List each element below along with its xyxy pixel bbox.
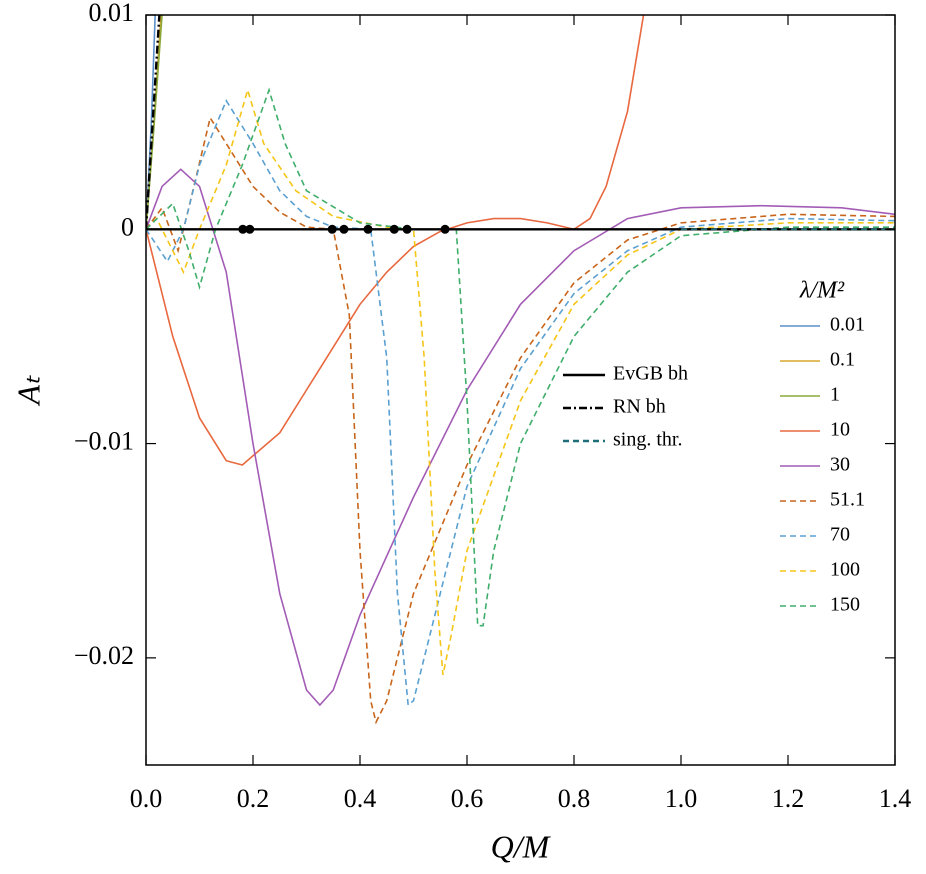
- x-tick-label: 0.0: [130, 784, 163, 813]
- x-tick-label: 1.2: [772, 784, 805, 813]
- legend-label: 1: [830, 384, 840, 406]
- series-line: [146, 98, 895, 707]
- marker: [238, 224, 248, 234]
- x-tick-label: 0.6: [451, 784, 484, 813]
- marker: [327, 224, 337, 234]
- legend-title: λ/M²: [799, 278, 845, 304]
- plot-frame: [145, 14, 896, 766]
- series-line: [146, 15, 161, 230]
- legend-label: 100: [830, 559, 860, 581]
- legend-label: 30: [830, 454, 850, 476]
- x-tick-label: 1.4: [879, 784, 912, 813]
- y-tick-label: 0: [121, 212, 134, 241]
- series-line: [146, 115, 895, 725]
- x-tick-label: 0.2: [237, 784, 270, 813]
- series-line: [146, 87, 895, 627]
- x-tick-label: 0.8: [558, 784, 591, 813]
- marker: [339, 224, 349, 234]
- y-tick-label: −0.02: [74, 641, 134, 670]
- x-axis-label: Q/M: [491, 828, 552, 864]
- marker: [440, 224, 450, 234]
- marker: [363, 224, 373, 234]
- legend-label: 70: [830, 524, 850, 546]
- legend-label: 51.1: [830, 489, 865, 511]
- legend-label: sing. thr.: [613, 429, 682, 451]
- y-tick-label: −0.01: [74, 427, 134, 456]
- x-tick-label: 1.0: [665, 784, 698, 813]
- marker: [389, 224, 399, 234]
- x-tick-label: 0.4: [344, 784, 377, 813]
- legend-label: 0.01: [830, 314, 865, 336]
- legend-label: RN bh: [613, 396, 666, 418]
- y-axis-label: Aₜ: [10, 375, 46, 407]
- legend-label: 10: [830, 419, 850, 441]
- legend-label: 150: [830, 594, 860, 616]
- legend-label: 0.1: [830, 349, 855, 371]
- legend-label: EvGB bh: [613, 363, 688, 385]
- series-line: [146, 168, 895, 707]
- marker: [402, 224, 412, 234]
- y-tick-label: 0.01: [89, 0, 135, 27]
- series-line: [146, 15, 645, 466]
- plot-area: [146, 15, 895, 725]
- series-line: [146, 87, 895, 676]
- marker: [245, 224, 255, 234]
